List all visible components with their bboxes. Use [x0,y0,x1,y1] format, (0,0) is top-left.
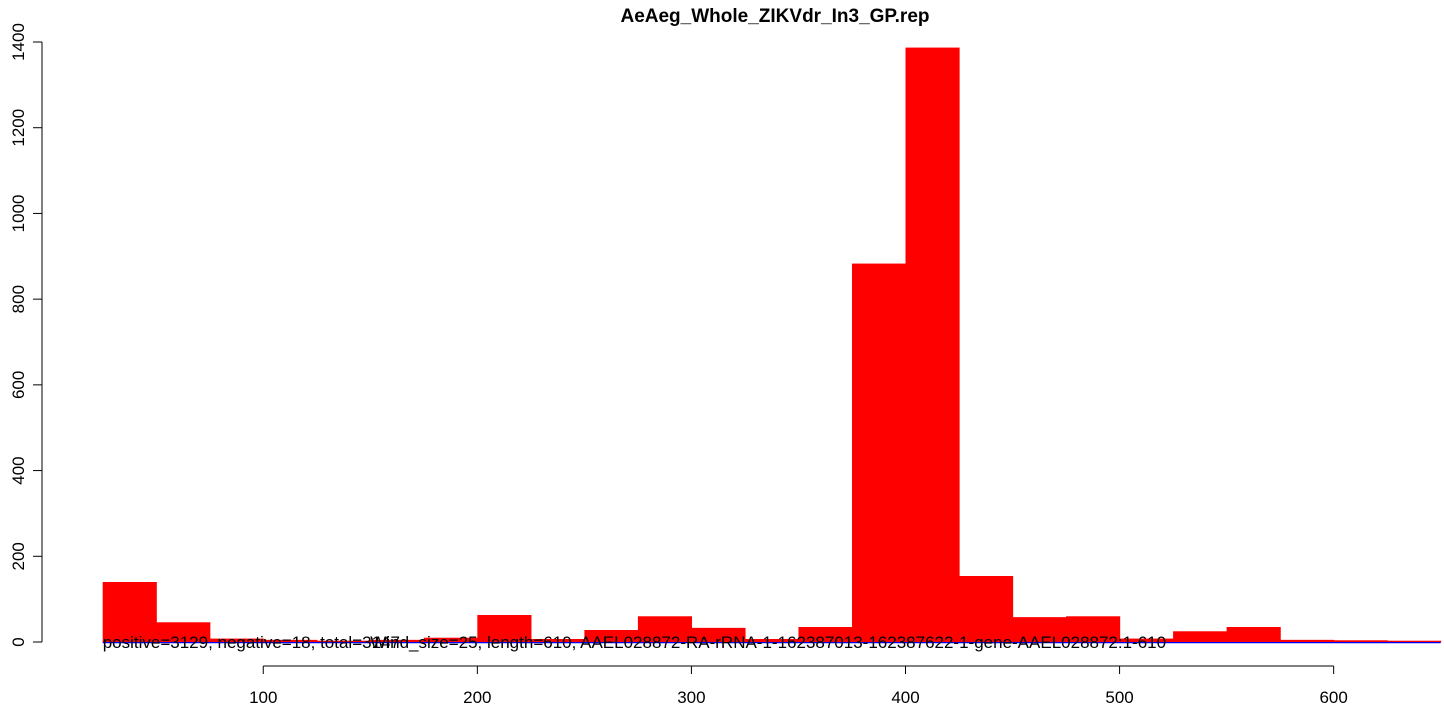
y-tick-label-200: 200 [9,542,28,570]
bar-575 [1280,639,1335,642]
bar-225 [530,639,585,642]
x-tick-label-600: 600 [1319,688,1347,707]
bar-600 [1333,640,1388,642]
annotation-2: Wind_size=25, length=610, AAEL028872-RA-… [370,633,1166,652]
x-tick-label-300: 300 [677,688,705,707]
baselines-group [102,641,1441,644]
bar-25 [102,582,157,642]
bar-425 [959,576,1014,642]
bar-475 [1066,616,1121,642]
y-tick-label-0: 0 [9,637,28,646]
bar-325 [744,639,800,642]
x-tick-label-100: 100 [249,688,277,707]
bar-300 [691,627,746,642]
chart-title: AeAeg_Whole_ZIKVdr_In3_GP.rep [620,6,929,27]
bar-550 [1226,627,1281,642]
bar-275 [637,616,693,642]
bar-175 [423,637,478,642]
x-tick-label-200: 200 [463,688,491,707]
bar-150 [370,639,425,642]
bar-75 [209,638,264,642]
x-tick-label-500: 500 [1105,688,1133,707]
bar-375 [851,263,907,642]
bar-500 [1119,638,1174,642]
y-tick-label-1000: 1000 [9,195,28,233]
y-axis: 0 200 400 600 800 1000 1200 1400 [9,23,43,647]
bar-250 [584,630,639,642]
x-tick-label-400: 400 [891,688,919,707]
bar-525 [1173,631,1228,642]
bar-100 [263,639,318,642]
bar-350 [798,627,853,642]
bar-400 [905,47,960,643]
annotation-1: positive=3129, negative=18, total=3147 [103,633,400,652]
bar-50 [156,622,211,642]
bar-200 [477,615,532,642]
x-axis: 100 200 300 400 500 600 [249,665,1348,707]
y-tick-label-400: 400 [9,456,28,484]
bar-450 [1012,617,1067,642]
y-tick-label-800: 800 [9,285,28,313]
y-tick-label-600: 600 [9,371,28,399]
y-tick-label-1400: 1400 [9,23,28,61]
annotations-group: positive=3129, negative=18, total=3147Wi… [103,633,1166,652]
y-tick-label-1200: 1200 [9,109,28,147]
bars-group [102,47,1442,643]
